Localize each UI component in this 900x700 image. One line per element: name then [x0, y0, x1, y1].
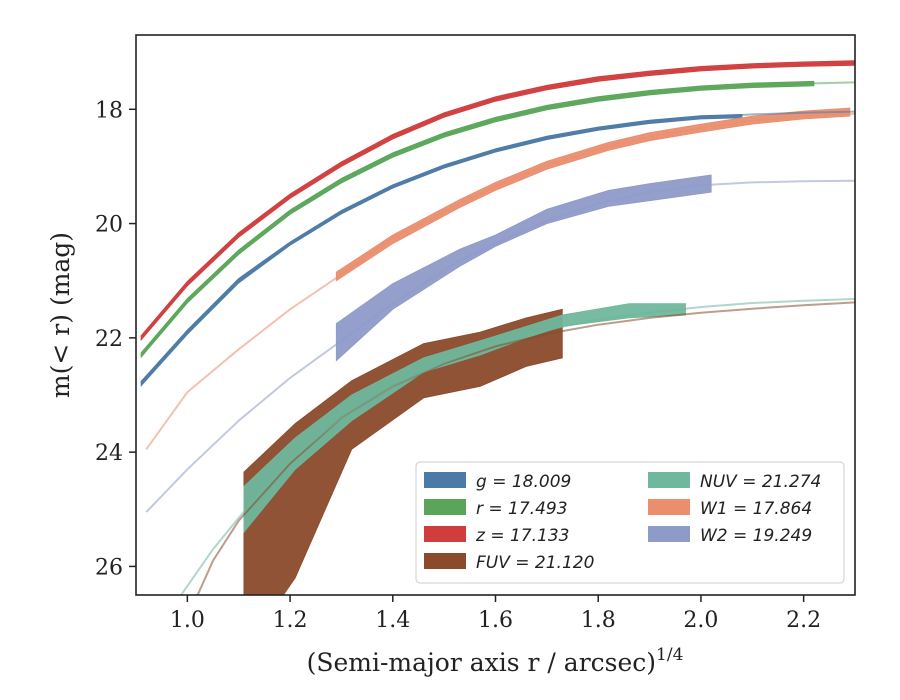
- model-curve-r: [140, 81, 855, 356]
- x-tick-label: 1.6: [478, 608, 513, 633]
- band-r: [140, 80, 815, 359]
- legend: g = 18.009 r = 17.493 z = 17.133 FUV = 21.1…: [415, 461, 845, 584]
- legend-swatch-g: [424, 472, 466, 488]
- legend-label-w2: W2 = 19.249: [700, 526, 812, 546]
- x-ticks: 1.0 1.2 1.4 1.6 1.8 2.0 2.2: [170, 595, 821, 633]
- band-fuv: [243, 308, 563, 595]
- legend-label-nuv: NUV = 21.274: [700, 472, 821, 492]
- y-axis-label: m(< r) (mag): [46, 232, 75, 398]
- legend-label-w1: W1 = 17.864: [700, 499, 812, 519]
- model-curve-fuv: [196, 301, 855, 595]
- x-tick-label: 2.2: [786, 608, 821, 633]
- legend-label-r: r = 17.493: [476, 499, 568, 519]
- legend-swatch-fuv: [424, 553, 466, 569]
- x-axis-label-exponent: 1/4: [656, 645, 683, 665]
- band-w2: [335, 174, 712, 362]
- y-tick-label: 18: [95, 98, 123, 123]
- legend-label-g: g = 18.009: [476, 472, 571, 492]
- legend-swatch-z: [424, 526, 466, 542]
- legend-swatch-r: [424, 499, 466, 515]
- model-curve-w1: [145, 112, 855, 450]
- x-tick-label: 1.2: [273, 608, 308, 633]
- legend-label-z: z = 17.133: [475, 526, 569, 546]
- band-w1: [335, 107, 851, 282]
- legend-swatch-w1: [648, 499, 690, 515]
- x-tick-label: 1.0: [170, 608, 205, 633]
- x-axis-label-text: (Semi-major axis r / arcsec): [307, 648, 656, 677]
- model-curve-z: [140, 62, 855, 339]
- x-tick-label: 2.0: [683, 608, 718, 633]
- y-tick-label: 20: [95, 213, 123, 238]
- legend-label-fuv: FUV = 21.120: [476, 553, 594, 573]
- x-tick-label: 1.8: [581, 608, 616, 633]
- model-curve-w2: [145, 179, 855, 513]
- y-ticks: 18 20 22 24 26: [95, 98, 136, 580]
- model-curve-g: [140, 110, 855, 385]
- y-tick-label: 22: [95, 327, 123, 352]
- legend-frame: [415, 461, 845, 584]
- x-tick-label: 1.4: [375, 608, 410, 633]
- y-tick-label: 26: [95, 555, 123, 580]
- legend-swatch-nuv: [648, 472, 690, 488]
- y-tick-label: 24: [95, 441, 123, 466]
- x-axis-label: (Semi-major axis r / arcsec)1/4: [307, 645, 684, 677]
- model-curve-nuv: [179, 298, 855, 595]
- model-curves: [140, 62, 855, 595]
- legend-swatch-w2: [648, 526, 690, 542]
